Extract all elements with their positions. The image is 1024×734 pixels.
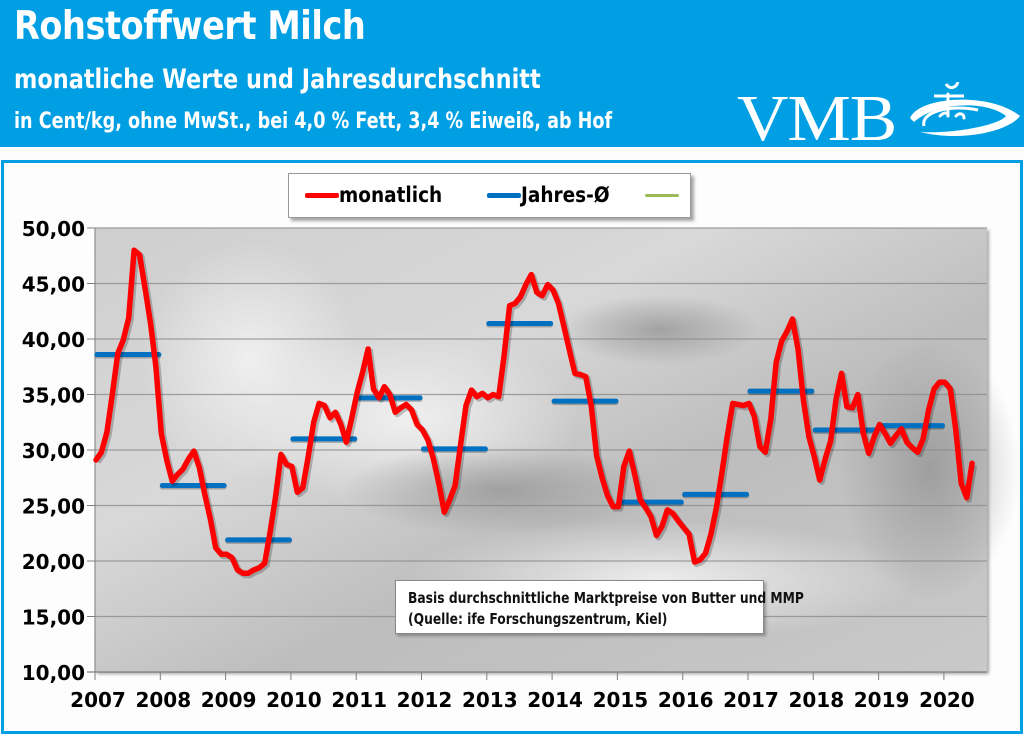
y-tick-label: 35,00	[22, 384, 85, 408]
x-tick-label: 2020	[919, 688, 975, 712]
x-tick-label: 2014	[527, 688, 583, 712]
legend-swatch-red	[305, 193, 339, 198]
x-tick-label: 2008	[135, 688, 191, 712]
y-tick-label: 15,00	[22, 606, 85, 630]
legend-label: Jahres-Ø	[521, 183, 610, 207]
y-axis-labels: 10,00 15,00 20,00 25,00 30,00 35,00 40,00 45,00…	[22, 217, 85, 685]
legend-swatch-green	[645, 194, 679, 197]
x-tick-label: 2010	[266, 688, 322, 712]
x-axis-labels: 2007 2008 2009 2010 2011 2012 2013 2014 2015 2016…	[70, 688, 975, 712]
y-tick-label: 10,00	[22, 661, 85, 685]
x-tick-label: 2016	[658, 688, 714, 712]
x-tick-label: 2019	[854, 688, 910, 712]
x-tick-label: 2009	[201, 688, 257, 712]
legend-swatch-blue	[487, 193, 521, 198]
legend-item-unnamed	[645, 182, 679, 208]
x-tick-label: 2007	[70, 688, 126, 712]
y-tick-label: 40,00	[22, 328, 85, 352]
note-line-1: Basis durchschnittliche Marktpreise von …	[408, 589, 804, 607]
legend-label: monatlich	[339, 183, 442, 207]
x-tick-label: 2017	[723, 688, 779, 712]
legend: monatlich Jahres-Ø	[288, 173, 691, 218]
legend-item-monatlich: monatlich	[305, 182, 456, 208]
y-tick-label: 20,00	[22, 550, 85, 574]
y-tick-label: 50,00	[22, 217, 85, 241]
y-tick-label: 45,00	[22, 273, 85, 297]
note-line-2: (Quelle: ife Forschungszentrum, Kiel)	[408, 610, 667, 628]
y-tick-label: 25,00	[22, 495, 85, 519]
legend-item-jahres: Jahres-Ø	[487, 182, 622, 208]
x-tick-label: 2015	[593, 688, 649, 712]
x-tick-label: 2012	[397, 688, 453, 712]
y-tick-label: 30,00	[22, 439, 85, 463]
x-tick-label: 2013	[462, 688, 518, 712]
source-note: Basis durchschnittliche Marktpreise von …	[395, 580, 764, 634]
x-tick-label: 2018	[788, 688, 844, 712]
x-tick-label: 2011	[331, 688, 387, 712]
